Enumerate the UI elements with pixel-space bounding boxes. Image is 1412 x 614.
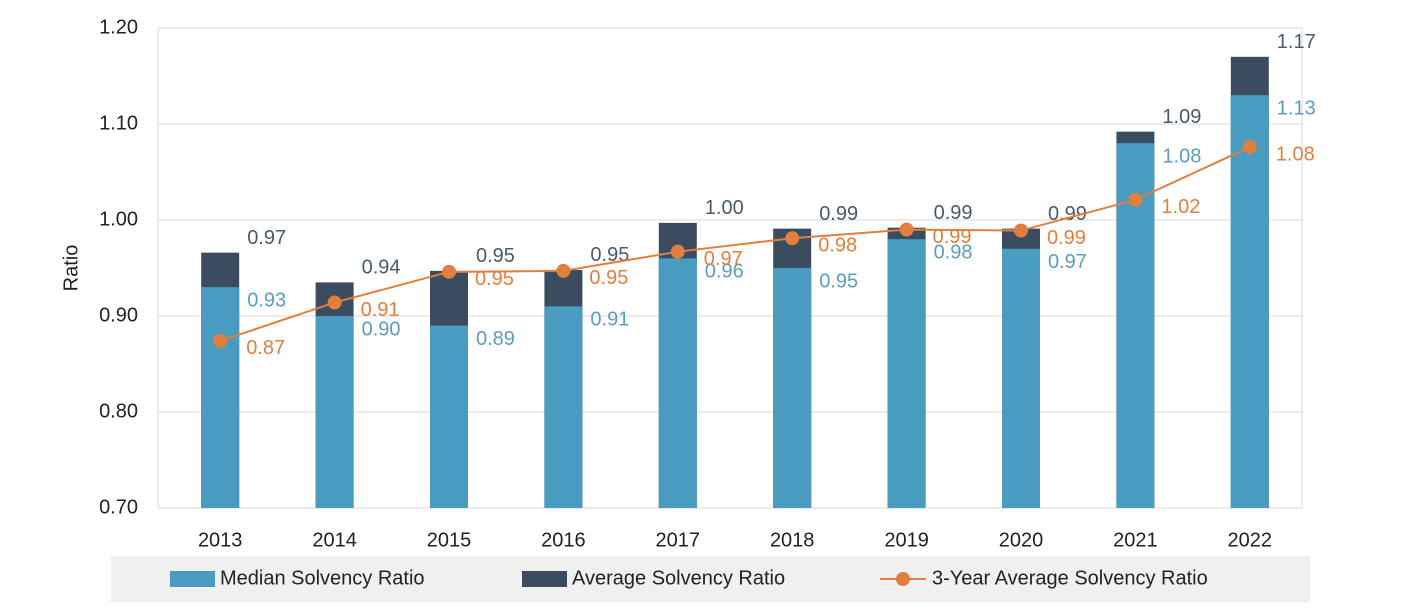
bar	[315, 316, 354, 508]
data-label: 0.90	[362, 318, 401, 340]
data-label: 1.08	[1276, 143, 1315, 165]
y-axis-label: Ratio	[60, 245, 82, 292]
legend-label: Average Solvency Ratio	[572, 567, 785, 589]
x-tick-label: 2020	[999, 529, 1044, 551]
legend-swatch	[522, 571, 567, 587]
line-point	[1014, 223, 1028, 238]
bar	[1002, 248, 1040, 509]
legend-swatch	[896, 572, 910, 586]
y-tick-label: 1.00	[99, 208, 138, 230]
data-label: 0.95	[819, 270, 858, 292]
data-label: 0.91	[361, 299, 400, 321]
x-tick-label: 2018	[770, 529, 815, 551]
data-label: 0.91	[590, 309, 629, 331]
line-point	[1128, 192, 1143, 207]
legend-swatch	[170, 571, 215, 587]
line-point	[556, 263, 571, 278]
x-tick-label: 2022	[1228, 529, 1273, 551]
data-label: 0.99	[819, 203, 858, 225]
x-tick-label: 2019	[884, 529, 929, 551]
line-point	[670, 244, 685, 259]
legend-label: Median Solvency Ratio	[220, 567, 425, 589]
data-label: 0.89	[476, 328, 515, 350]
data-label: 0.99	[1047, 227, 1086, 249]
data-label: 0.96	[705, 261, 744, 283]
legend-label: 3-Year Average Solvency Ratio	[932, 567, 1208, 589]
data-label: 1.17	[1277, 31, 1316, 53]
data-label: 1.00	[705, 197, 744, 219]
bar	[544, 306, 583, 508]
line-point	[213, 333, 228, 348]
x-tick-label: 2016	[541, 529, 586, 551]
y-tick-label: 0.90	[99, 304, 138, 326]
bar	[430, 325, 468, 508]
data-label: 0.95	[476, 245, 515, 267]
bar	[773, 268, 812, 508]
bar	[887, 239, 926, 508]
y-tick-label: 1.10	[99, 112, 138, 134]
line-point	[327, 295, 342, 310]
bar	[658, 258, 697, 508]
x-tick-label: 2015	[427, 529, 472, 551]
data-label: 0.99	[1048, 203, 1087, 225]
x-tick-label: 2021	[1113, 529, 1158, 551]
data-label: 0.97	[247, 227, 286, 249]
x-tick-label: 2013	[198, 529, 243, 551]
x-tick-label: 2017	[656, 529, 701, 551]
bar	[1230, 95, 1269, 508]
data-label: 0.99	[934, 202, 973, 224]
data-label: 0.95	[589, 267, 628, 289]
line-point	[899, 222, 914, 237]
line	[219, 146, 1251, 342]
x-tick-label: 2014	[312, 529, 357, 551]
data-label: 1.08	[1162, 145, 1201, 167]
y-tick-label: 1.20	[99, 16, 138, 38]
data-label: 0.98	[934, 241, 973, 263]
data-label: 1.02	[1161, 196, 1200, 218]
data-label: 0.87	[246, 337, 285, 359]
legend-box	[111, 556, 1310, 602]
y-tick-label: 0.70	[99, 496, 138, 518]
data-label: 0.95	[475, 268, 514, 290]
line-point	[785, 231, 800, 246]
y-tick-label: 0.80	[99, 400, 138, 422]
data-label: 0.93	[247, 289, 286, 311]
data-label: 0.97	[704, 248, 743, 270]
line-point	[1242, 140, 1257, 155]
data-label: 0.97	[1048, 251, 1087, 273]
data-label: 1.13	[1277, 97, 1316, 119]
bar	[201, 287, 240, 508]
data-label: 1.09	[1162, 106, 1201, 128]
data-label: 0.94	[362, 257, 401, 279]
data-label: 0.99	[933, 226, 972, 248]
line-point	[442, 264, 456, 279]
data-label: 0.98	[818, 235, 857, 257]
